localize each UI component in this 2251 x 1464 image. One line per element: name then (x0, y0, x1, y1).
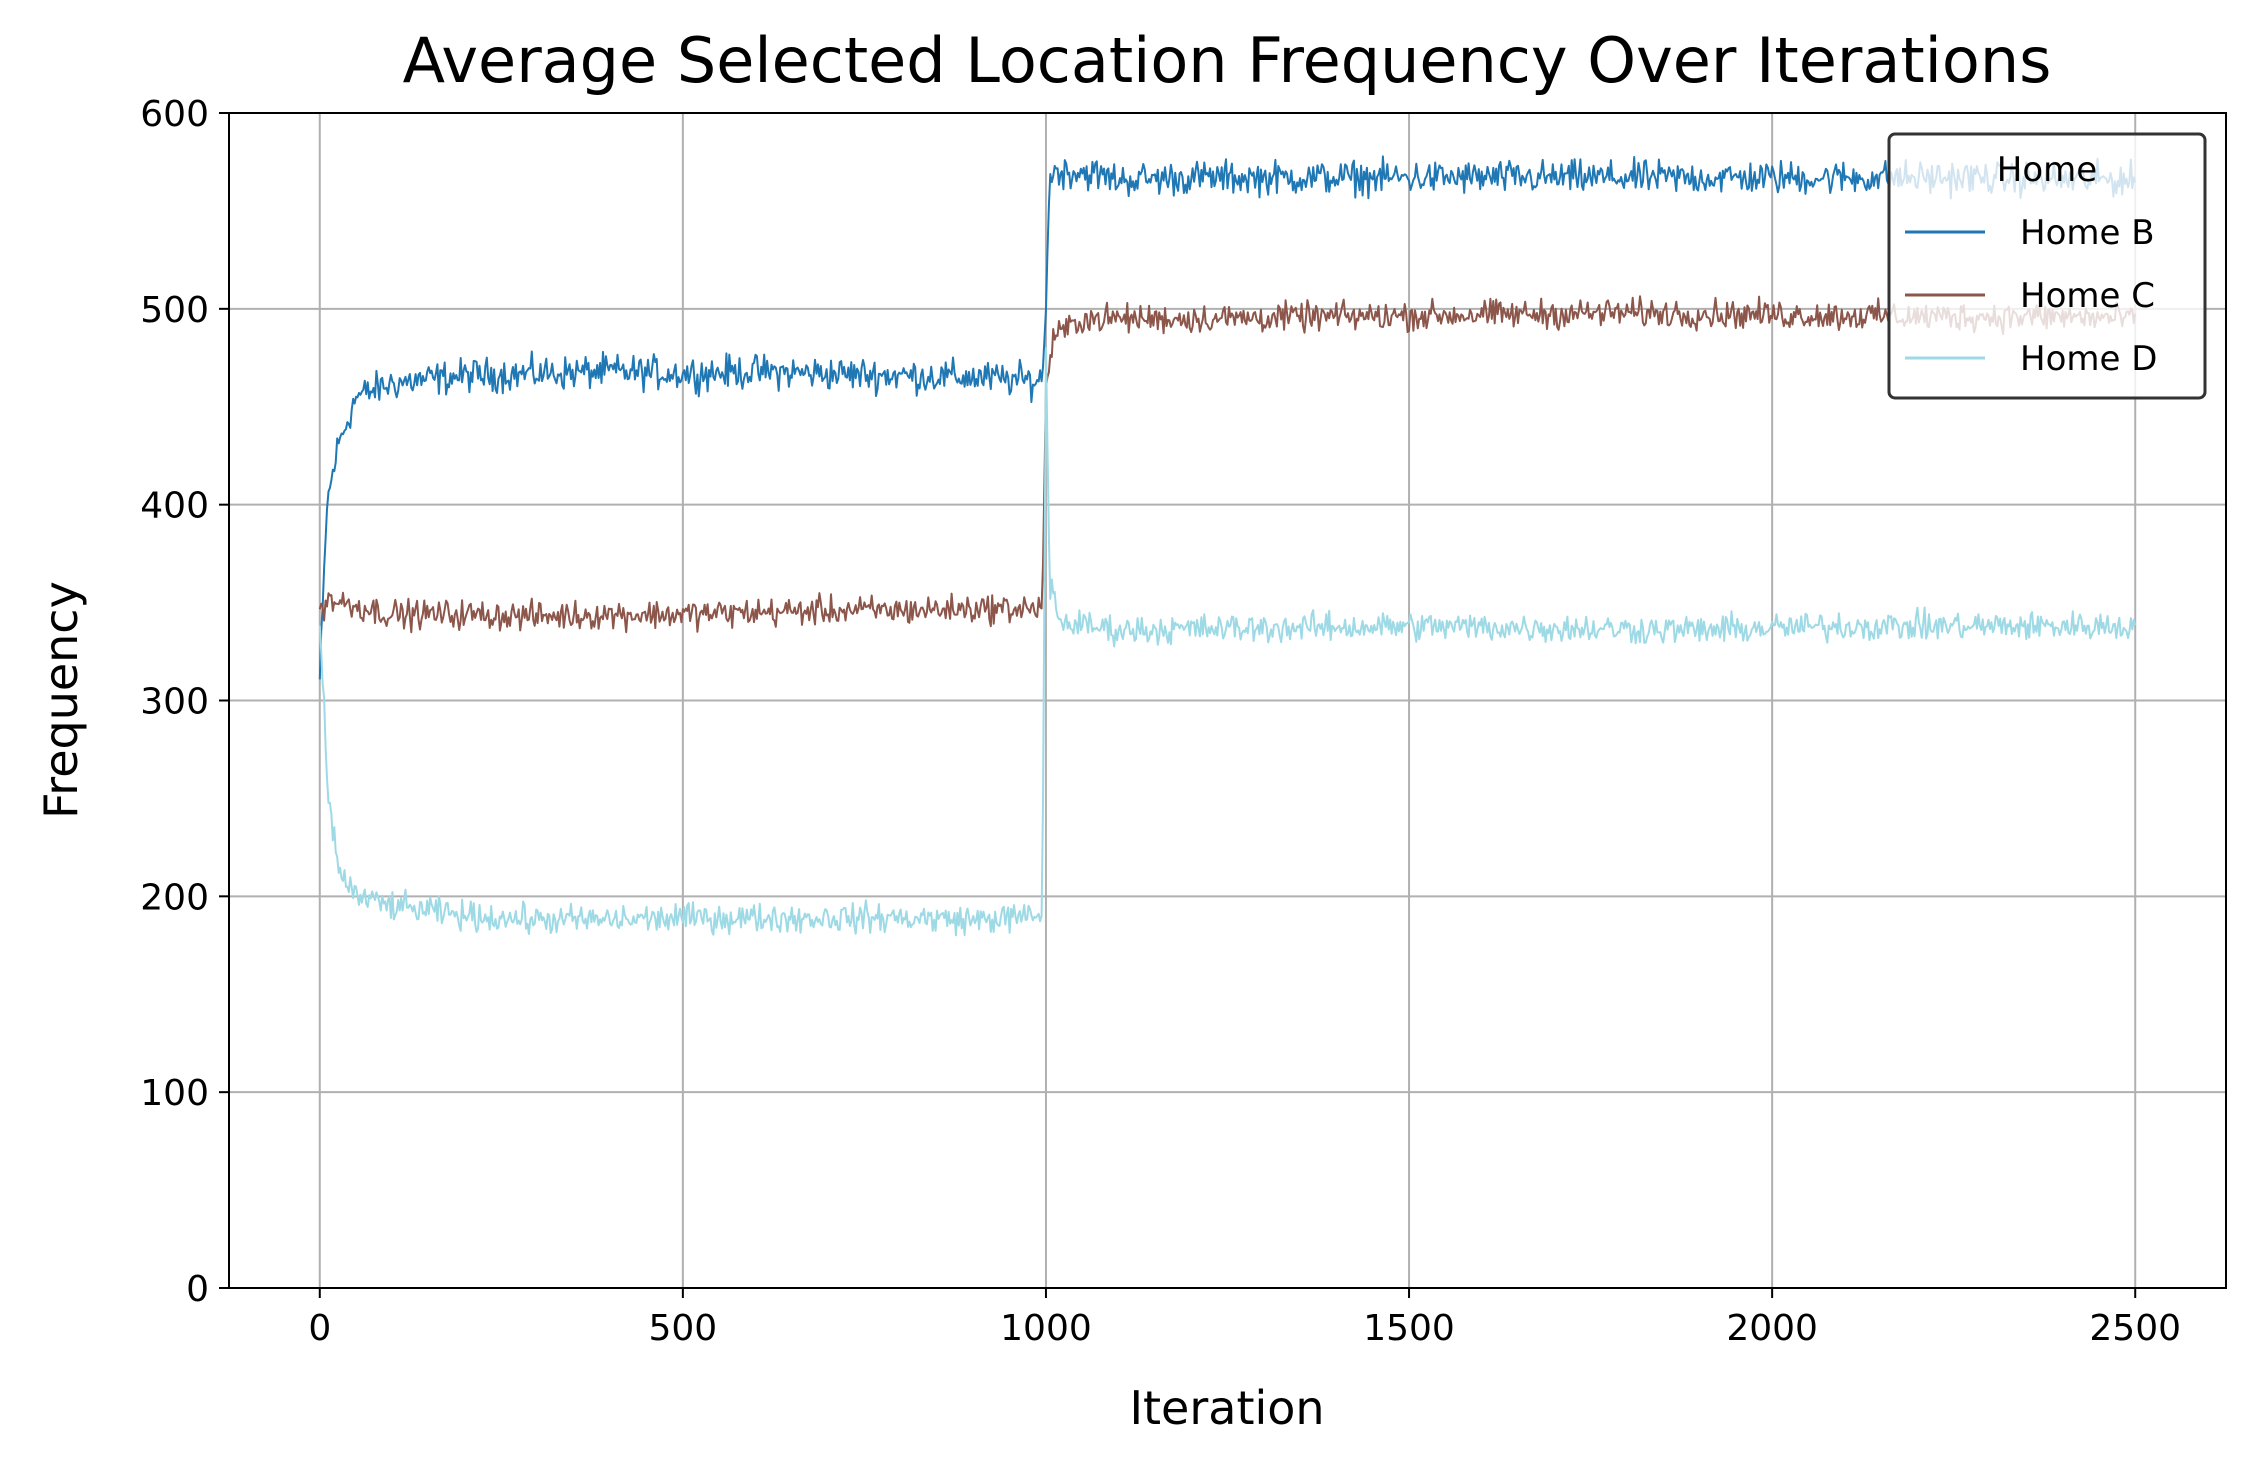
legend-title: Home (1997, 150, 2097, 190)
x-tick-label: 500 (649, 1308, 718, 1349)
y-tick-label: 0 (186, 1269, 209, 1310)
y-tick-label: 300 (140, 682, 209, 723)
y-tick-label: 100 (140, 1073, 209, 1114)
legend-box (1887, 132, 2207, 400)
x-tick-label: 2000 (1726, 1308, 1818, 1349)
x-axis-label: Iteration (1129, 1381, 1324, 1435)
series-line-home-b (318, 155, 2137, 680)
legend-label: Home B (2020, 213, 2155, 253)
legend-entries: Home B Home C Home D (1905, 213, 2157, 379)
axis-ticks: 0 500 1000 1500 2000 2500 0 100 200 300 400 500 600 (140, 94, 2181, 1349)
legend[interactable]: Home Home B Home C Home D (1887, 132, 2207, 400)
x-tick-label: 2500 (2089, 1308, 2181, 1349)
series-line-home-d (318, 347, 2137, 937)
y-tick-label: 400 (140, 486, 209, 527)
x-tick-label: 0 (308, 1308, 331, 1349)
series-layer (318, 155, 2137, 937)
chart-title: Average Selected Location Frequency Over… (403, 24, 2052, 97)
legend-label: Home C (2020, 276, 2155, 316)
legend-entry[interactable]: Home B (1905, 213, 2155, 253)
x-tick-label: 1000 (1000, 1308, 1092, 1349)
y-axis-label: Frequency (34, 581, 88, 819)
y-tick-label: 500 (140, 290, 209, 331)
series-line-home-c (318, 295, 2137, 634)
legend-entry[interactable]: Home C (1905, 276, 2155, 316)
legend-entry[interactable]: Home D (1905, 339, 2157, 379)
y-tick-label: 600 (140, 94, 209, 135)
legend-label: Home D (2020, 339, 2157, 379)
x-tick-label: 1500 (1363, 1308, 1455, 1349)
y-tick-label: 200 (140, 877, 209, 918)
